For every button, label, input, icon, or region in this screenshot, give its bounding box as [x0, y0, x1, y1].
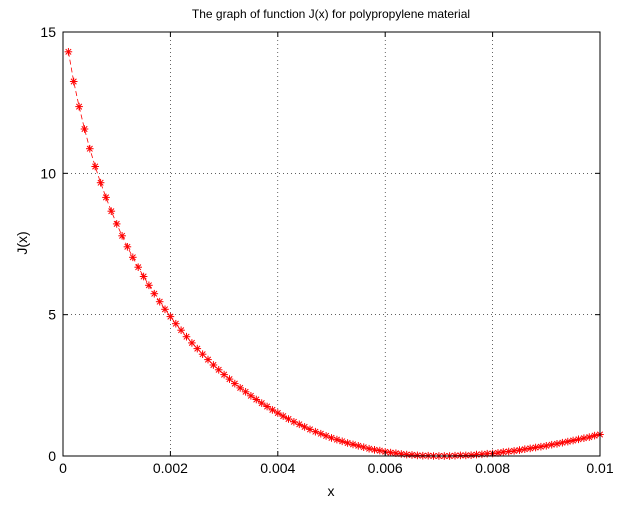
data-point	[204, 355, 212, 364]
data-point	[537, 442, 545, 451]
series-layer	[64, 47, 604, 460]
data-point	[375, 446, 384, 455]
data-point	[166, 312, 175, 321]
data-point	[96, 178, 105, 187]
data-point	[333, 435, 341, 444]
data-point	[86, 144, 94, 153]
data-point	[311, 427, 320, 436]
data-point	[558, 438, 567, 447]
data-point	[75, 102, 83, 111]
data-point	[247, 391, 255, 400]
data-point	[172, 319, 180, 328]
x-tick-label: 0.01	[586, 460, 613, 476]
data-point	[69, 77, 78, 86]
data-point	[209, 361, 218, 369]
y-tick-label: 15	[40, 24, 56, 40]
data-point	[220, 370, 228, 379]
plot-frame	[62, 31, 601, 457]
data-point	[80, 125, 89, 133]
data-point	[413, 451, 422, 460]
data-point	[510, 447, 518, 455]
data-point	[139, 272, 148, 281]
data-point	[177, 326, 185, 335]
data-point	[284, 415, 293, 423]
data-point	[107, 207, 116, 215]
data-point	[585, 433, 594, 441]
data-point	[306, 425, 314, 434]
data-point	[494, 449, 502, 457]
y-tick-label: 5	[48, 307, 56, 323]
data-point	[150, 289, 159, 298]
data-point	[129, 253, 137, 262]
data-point	[327, 434, 336, 442]
x-axis-label: x	[328, 483, 335, 499]
data-point	[241, 387, 250, 396]
data-point	[359, 443, 368, 452]
data-point	[295, 420, 304, 429]
data-point	[188, 339, 196, 347]
x-tick-label: 0	[59, 460, 67, 476]
data-point	[386, 448, 395, 457]
data-point	[231, 379, 239, 388]
data-point	[118, 232, 126, 240]
data-point	[349, 440, 357, 449]
x-tick-label: 0.006	[368, 460, 403, 476]
data-point	[467, 451, 475, 460]
data-point	[322, 432, 330, 440]
data-point	[112, 220, 121, 228]
data-point	[408, 451, 416, 459]
data-point	[370, 445, 379, 454]
data-point	[531, 443, 540, 452]
data-point	[182, 332, 191, 341]
data-point	[134, 263, 142, 272]
grid-layer	[63, 32, 600, 456]
data-point	[257, 399, 266, 407]
series-line	[68, 51, 601, 457]
data-point	[145, 281, 153, 290]
data-point	[515, 446, 524, 454]
data-point	[542, 441, 551, 450]
data-point	[563, 437, 572, 446]
data-point	[123, 243, 132, 251]
data-point	[574, 435, 583, 444]
data-point	[343, 439, 352, 447]
data-point	[236, 384, 244, 392]
data-point	[64, 47, 73, 56]
data-point	[273, 409, 282, 417]
chart-title: The graph of function J(x) for polypropy…	[192, 7, 470, 21]
data-point	[526, 444, 535, 453]
data-point	[268, 406, 277, 414]
data-point	[252, 395, 261, 404]
tick-layer: 0 0.002 0.004 0.006 0.008 0.01 0 5 10 15	[40, 24, 613, 476]
data-point	[569, 436, 577, 445]
y-tick-label: 10	[40, 165, 56, 181]
data-point	[365, 444, 373, 453]
data-point	[279, 412, 288, 420]
data-point	[193, 344, 202, 353]
data-point	[225, 375, 234, 383]
data-point	[214, 365, 223, 374]
x-tick-label: 0.002	[153, 460, 188, 476]
data-point	[590, 431, 599, 440]
data-point	[553, 439, 561, 448]
data-point	[198, 350, 207, 359]
data-point	[580, 434, 588, 443]
y-tick-label: 0	[48, 448, 56, 464]
data-point	[161, 305, 169, 314]
x-tick-label: 0.004	[260, 460, 295, 476]
data-point	[91, 162, 99, 171]
data-point	[504, 447, 513, 456]
data-point	[155, 297, 164, 306]
data-point	[338, 437, 347, 446]
data-point	[354, 441, 363, 450]
data-point	[547, 440, 556, 449]
data-point	[461, 451, 470, 460]
y-axis-label: J(x)	[14, 231, 30, 254]
data-point	[102, 193, 110, 202]
data-point	[520, 445, 529, 454]
x-tick-label: 0.008	[475, 460, 510, 476]
data-point	[263, 402, 271, 411]
